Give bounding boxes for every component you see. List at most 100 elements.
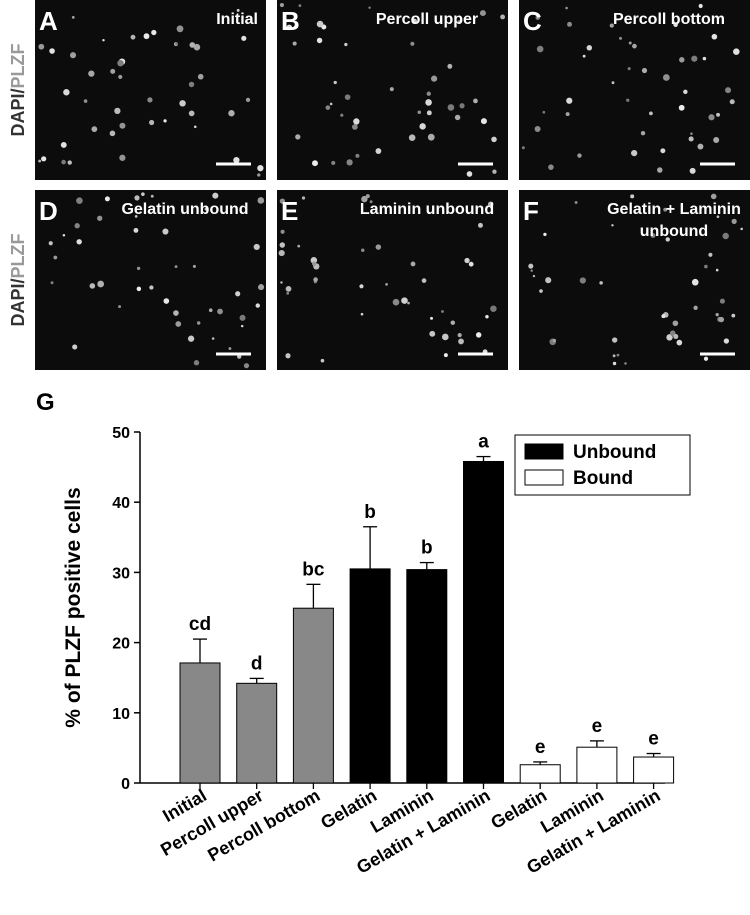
cell-nucleus (427, 133, 435, 141)
cell-nucleus (72, 344, 78, 350)
cell-nucleus (450, 320, 456, 325)
cell-nucleus (441, 333, 449, 341)
cell-nucleus (301, 196, 306, 200)
cell-nucleus (109, 130, 116, 137)
cell-nucleus (430, 75, 438, 82)
row-label: DAPI/PLZF (8, 43, 28, 136)
cell-nucleus (320, 358, 325, 363)
cell-nucleus (360, 312, 364, 316)
legend-label: Unbound (573, 442, 656, 463)
cell-nucleus (355, 153, 360, 158)
significance-label: a (478, 432, 489, 453)
cell-nucleus (521, 146, 525, 150)
cell-nucleus (548, 164, 554, 170)
bar (292, 607, 334, 784)
cell-nucleus (385, 283, 388, 286)
cell-nucleus (69, 52, 77, 59)
cell-nucleus (313, 277, 318, 282)
cell-nucleus (83, 99, 88, 103)
cell-nucleus (426, 91, 431, 96)
cell-nucleus (257, 197, 265, 204)
cell-nucleus (295, 134, 301, 140)
cell-nucleus (690, 132, 693, 135)
cell-nucleus (665, 237, 670, 242)
panel-letter: A (39, 6, 58, 36)
cell-nucleus (719, 298, 725, 304)
significance-label: e (535, 737, 546, 758)
cell-nucleus (63, 89, 70, 96)
cell-nucleus (193, 43, 201, 51)
cell-nucleus (619, 36, 623, 40)
cell-nucleus (539, 289, 543, 293)
cell-nucleus (408, 134, 416, 142)
cell-nucleus (255, 303, 260, 308)
cell-nucleus (660, 148, 666, 154)
cell-nucleus (141, 192, 145, 196)
cell-nucleus (48, 241, 53, 246)
cell-nucleus (192, 264, 196, 268)
cell-nucleus (666, 334, 673, 341)
cell-nucleus (344, 42, 348, 47)
cell-nucleus (60, 141, 67, 148)
y-tick-label: 20 (112, 636, 130, 653)
cell-nucleus (729, 99, 735, 105)
cell-nucleus (147, 97, 153, 103)
cell-nucleus (97, 280, 105, 288)
cell-nucleus (419, 123, 426, 130)
cell-nucleus (237, 354, 242, 359)
cell-nucleus (703, 356, 709, 361)
cell-nucleus (693, 305, 698, 310)
cell-nucleus (53, 255, 58, 260)
cell-nucleus (352, 124, 358, 130)
panel-letter: F (523, 196, 539, 226)
cell-nucleus (228, 110, 235, 117)
cell-nucleus (176, 25, 184, 33)
cell-nucleus (91, 126, 98, 133)
cell-nucleus (441, 310, 444, 313)
bar (576, 746, 618, 784)
cell-nucleus (628, 41, 632, 45)
cell-nucleus (149, 285, 154, 290)
cell-nucleus (49, 48, 55, 54)
cell-nucleus (212, 192, 219, 199)
row-label-stain: DAPI/ (8, 278, 28, 326)
cell-nucleus (359, 284, 364, 289)
cell-nucleus (689, 167, 696, 174)
cell-nucleus (657, 167, 663, 173)
cell-nucleus (715, 268, 719, 272)
cell-nucleus (500, 14, 506, 20)
cell-nucleus (468, 261, 474, 267)
cell-nucleus (552, 338, 557, 343)
cell-nucleus (41, 156, 47, 162)
panel-title: Percoll bottom (613, 11, 725, 28)
cell-nucleus (193, 360, 200, 366)
cell-nucleus (599, 281, 603, 285)
cell-nucleus (297, 244, 301, 248)
cell-nucleus (532, 274, 536, 278)
cell-nucleus (708, 114, 715, 121)
bar (349, 568, 391, 784)
bar (406, 569, 448, 784)
cell-nucleus (136, 286, 142, 292)
y-tick-label: 30 (112, 565, 130, 582)
cell-nucleus (133, 227, 139, 233)
cell-nucleus (410, 261, 416, 267)
cell-nucleus (458, 338, 464, 345)
cell-nucleus (102, 39, 105, 42)
row-label-marker: PLZF (8, 43, 28, 88)
cell-nucleus (279, 2, 285, 8)
cell-nucleus (661, 314, 666, 319)
cell-nucleus (173, 310, 179, 316)
cell-nucleus (151, 29, 157, 36)
cell-nucleus (71, 16, 75, 19)
cell-nucleus (329, 102, 333, 106)
cell-nucleus (649, 111, 653, 116)
cell-nucleus (715, 312, 719, 317)
cell-nucleus (38, 159, 42, 163)
cell-nucleus (411, 18, 418, 24)
micrograph (519, 190, 750, 370)
bar (519, 764, 561, 784)
cell-nucleus (38, 43, 45, 50)
cell-nucleus (417, 110, 422, 115)
cell-nucleus (74, 223, 80, 229)
